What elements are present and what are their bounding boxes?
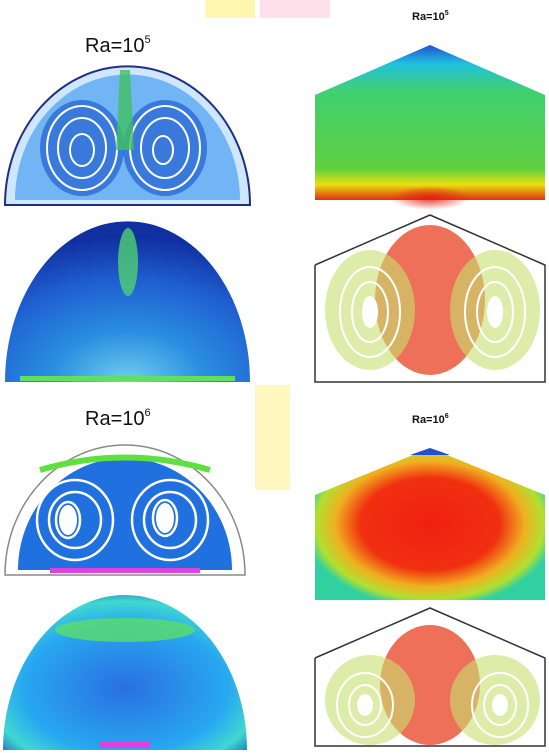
semicircle-temperature <box>5 221 250 382</box>
panel-label: Ra=106 <box>85 407 151 430</box>
semicircle-streamlines <box>5 445 245 575</box>
label-base: Ra=10 <box>85 35 145 57</box>
label-exponent: 5 <box>445 10 449 17</box>
pentagon-temperature <box>315 45 545 210</box>
watermark <box>255 385 290 490</box>
semicircle-streamlines <box>5 66 250 205</box>
label-base: Ra=10 <box>85 408 145 430</box>
watermark <box>260 0 330 18</box>
panel-label: Ra=106 <box>412 413 449 426</box>
pentagon-streamlines <box>315 215 545 382</box>
panel-label: Ra=105 <box>85 34 151 57</box>
label-exponent: 6 <box>445 413 449 420</box>
pentagon-temperature <box>315 448 545 600</box>
semicircle-temperature <box>3 595 247 750</box>
panel-label: Ra=105 <box>412 10 449 23</box>
label-base: Ra=10 <box>412 414 445 426</box>
label-base: Ra=10 <box>412 11 445 23</box>
figure: Ra=105 Ra=105 Ra=106 Ra=106 <box>0 0 549 753</box>
watermark <box>205 0 255 18</box>
label-exponent: 5 <box>145 34 151 46</box>
pentagon-streamlines <box>315 608 545 746</box>
label-exponent: 6 <box>145 407 151 419</box>
